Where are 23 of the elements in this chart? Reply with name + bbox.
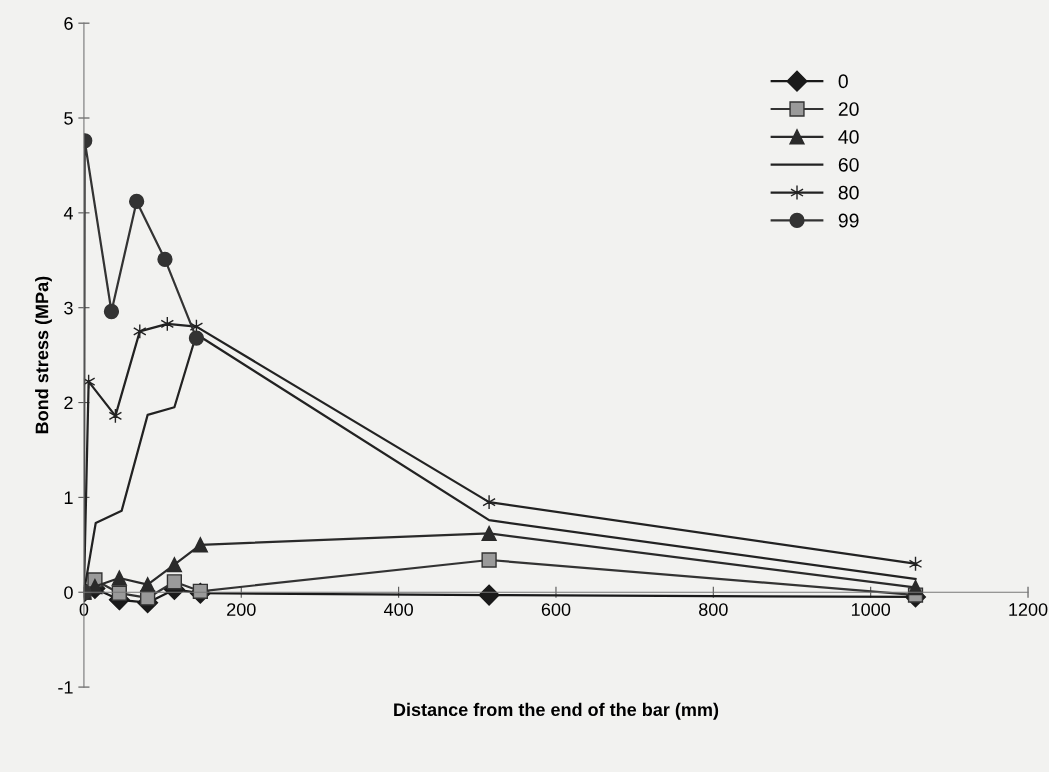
x-axis-title: Distance from the end of the bar (mm) (394, 702, 719, 720)
legend-label: 99 (838, 213, 859, 228)
y-axis-title: Bond stress (MPa) (35, 276, 52, 434)
legend-label: 60 (838, 157, 859, 172)
y-tick-label: 0 (64, 586, 73, 599)
y-tick-label: 5 (64, 112, 73, 125)
y-tick-label: -1 (58, 681, 73, 694)
legend-label: 0 (838, 74, 848, 89)
x-tick-label: 1000 (851, 603, 891, 616)
y-tick-label: 6 (64, 17, 73, 30)
x-tick-label: 0 (79, 603, 89, 616)
y-tick-label: 2 (64, 396, 73, 410)
y-tick-label: 4 (63, 206, 73, 220)
legend-label: 80 (838, 185, 859, 200)
x-tick-label: 400 (383, 603, 413, 616)
x-tick-label: 200 (227, 603, 256, 616)
y-tick-label: 1 (64, 491, 73, 504)
x-tick-label: 600 (541, 603, 571, 616)
x-tick-label: 1200 (1009, 603, 1048, 616)
legend-label: 40 (838, 130, 859, 144)
legend-label: 20 (838, 102, 859, 116)
x-tick-label: 800 (699, 603, 728, 616)
y-tick-label: 3 (64, 301, 73, 315)
